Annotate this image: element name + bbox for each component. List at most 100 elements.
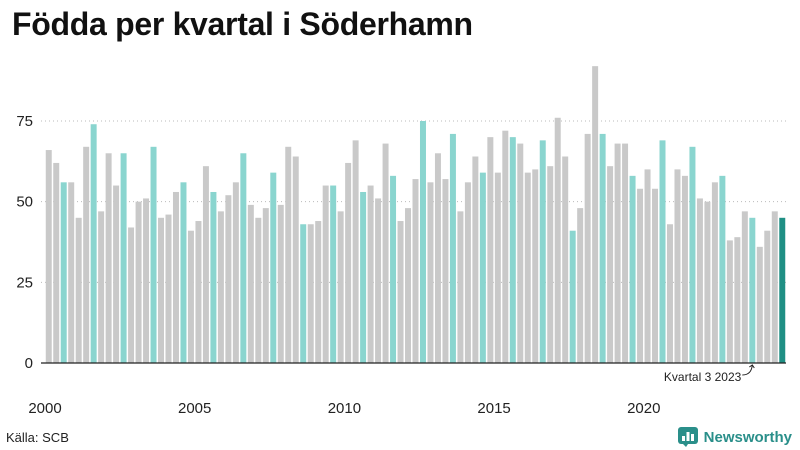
bar <box>120 153 127 363</box>
brand-name: Newsworthy <box>703 428 792 446</box>
bar <box>262 208 269 363</box>
bar <box>494 172 501 363</box>
bar <box>629 175 636 363</box>
bar <box>165 214 172 363</box>
newsworthy-logo-icon <box>677 427 698 447</box>
bar <box>45 150 52 363</box>
bar <box>105 153 112 363</box>
bars <box>45 66 786 364</box>
bar <box>592 66 599 364</box>
bar <box>195 221 202 363</box>
bar <box>547 166 554 363</box>
bar <box>674 169 681 363</box>
bar <box>756 246 763 363</box>
bar <box>696 198 703 363</box>
bar <box>75 217 82 363</box>
y-tick-label: 50 <box>16 194 33 211</box>
bar <box>315 221 322 363</box>
bar <box>180 182 187 363</box>
bar <box>397 221 404 363</box>
bar <box>337 211 344 363</box>
bar <box>255 217 262 363</box>
annotation-label: Kvartal 3 2023 <box>664 370 742 384</box>
source-note: Källa: SCB <box>6 430 69 445</box>
bar <box>449 133 456 363</box>
annotation: Kvartal 3 2023 <box>664 364 755 384</box>
bar <box>509 137 516 363</box>
bar <box>442 179 449 363</box>
bar <box>659 140 666 363</box>
bar <box>187 230 194 363</box>
bar <box>479 172 486 363</box>
bar <box>779 217 786 363</box>
bar <box>60 182 67 363</box>
bar <box>150 146 157 363</box>
bar <box>68 182 75 363</box>
x-tick-label: 2015 <box>477 400 510 417</box>
bar <box>689 146 696 363</box>
bar <box>277 204 284 363</box>
bar <box>652 188 659 363</box>
bar <box>427 182 434 363</box>
bar <box>614 143 621 363</box>
bar <box>225 195 232 363</box>
y-tick-label: 25 <box>16 274 33 291</box>
bar <box>217 211 224 363</box>
bar <box>711 182 718 363</box>
bar <box>330 185 337 363</box>
bar <box>554 117 561 364</box>
bar <box>412 179 419 363</box>
bar <box>472 156 479 363</box>
bar <box>562 156 569 363</box>
bar <box>382 143 389 363</box>
bar <box>367 185 374 363</box>
bar <box>172 191 179 363</box>
x-tick-label: 2000 <box>28 400 61 417</box>
bar <box>434 153 441 363</box>
x-tick-label: 2005 <box>178 400 211 417</box>
bar <box>719 175 726 363</box>
bar <box>202 166 209 363</box>
bar <box>375 198 382 363</box>
bar <box>764 230 771 363</box>
bar <box>741 211 748 363</box>
bar <box>128 227 135 363</box>
bar <box>322 185 329 363</box>
bar <box>232 182 239 363</box>
bar <box>405 208 412 363</box>
bar <box>307 224 314 363</box>
bar <box>539 140 546 363</box>
bar <box>90 124 97 363</box>
bar <box>532 169 539 363</box>
bar <box>300 224 307 363</box>
bar <box>135 201 142 363</box>
bar <box>158 217 165 363</box>
bar <box>771 211 778 363</box>
bar <box>419 121 426 363</box>
y-tick-label: 75 <box>16 113 33 130</box>
bar <box>352 140 359 363</box>
bar <box>345 162 352 363</box>
y-axis-ticks: 0 25 50 75 <box>16 113 33 372</box>
x-tick-label: 2020 <box>627 400 660 417</box>
bar <box>637 188 644 363</box>
bar <box>143 198 150 363</box>
x-axis-ticks: 2000 2005 2010 2015 2020 <box>28 400 660 417</box>
bar <box>569 230 576 363</box>
bar <box>524 172 531 363</box>
bar <box>577 208 584 363</box>
bar <box>584 133 591 363</box>
bar <box>210 191 217 363</box>
bar <box>98 211 105 363</box>
bar <box>681 175 688 363</box>
bar <box>113 185 120 363</box>
bar <box>292 156 299 363</box>
bar <box>360 191 367 363</box>
bar <box>390 175 397 363</box>
bar <box>726 240 733 363</box>
bar <box>734 237 741 363</box>
bar <box>53 162 60 363</box>
bar <box>457 211 464 363</box>
annotation-arrow-icon <box>742 364 755 376</box>
